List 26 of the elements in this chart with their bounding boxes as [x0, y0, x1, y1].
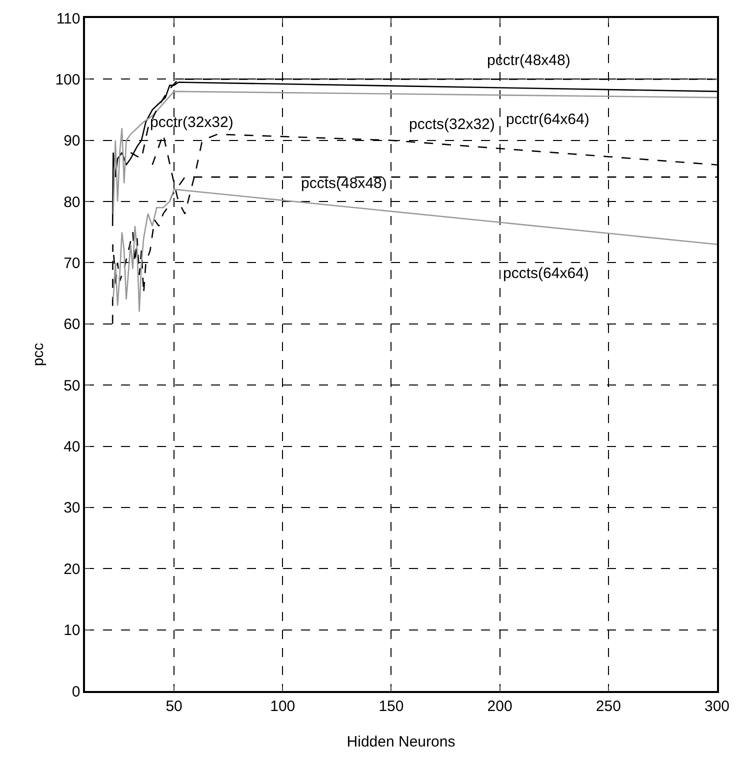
- x-tick-label: 50: [166, 698, 182, 715]
- y-tick-label: 20: [64, 560, 80, 578]
- y-tick-label: 40: [64, 438, 80, 456]
- y-tick-label: 10: [64, 622, 80, 640]
- y-tick-label: 110: [56, 10, 80, 28]
- y-tick-label: 60: [64, 316, 80, 334]
- annotation: pccts(32x32): [409, 116, 495, 133]
- y-tick-label: 30: [64, 500, 80, 517]
- x-tick-label: 100: [270, 698, 296, 715]
- x-axis-title: Hidden Neurons: [346, 734, 456, 750]
- annotation: pcctr(48x48): [487, 52, 570, 69]
- y-tick-label: 100: [55, 71, 80, 88]
- y-tick-label: 70: [64, 254, 80, 272]
- y-tick-label: 0: [72, 683, 80, 700]
- y-tick-label: 90: [64, 132, 80, 150]
- x-tick-label: 150: [378, 698, 404, 715]
- y-tick-label: 80: [64, 194, 80, 211]
- annotation: pcctr(64x64): [506, 111, 590, 128]
- x-tick-label: 300: [704, 698, 730, 715]
- annotation: pccts(64x64): [503, 265, 589, 282]
- y-tick-label: 50: [64, 377, 80, 394]
- x-tick-label: 250: [596, 698, 621, 715]
- annotation: pcctr(32x32): [150, 114, 234, 131]
- annotation: pccts(48x48): [301, 175, 387, 192]
- y-axis-title: pcc: [30, 342, 47, 366]
- x-tick-label: 200: [487, 698, 512, 715]
